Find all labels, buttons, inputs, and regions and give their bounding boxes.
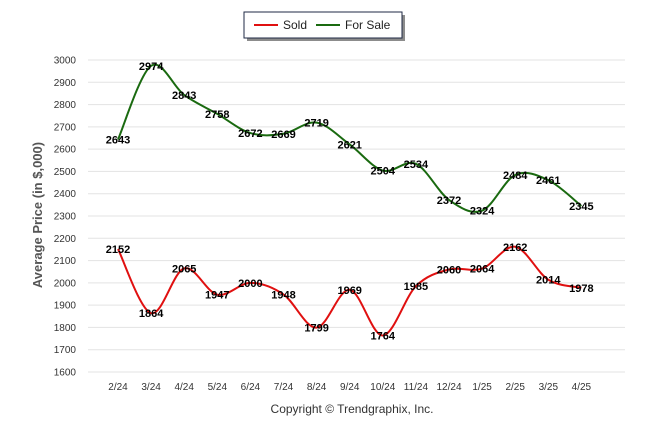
series-lines — [117, 63, 583, 337]
y-tick-label: 2000 — [54, 278, 77, 289]
data-label-for-sale: 2669 — [271, 129, 295, 141]
y-tick-label: 2800 — [54, 100, 77, 111]
data-label-sold: 1864 — [139, 308, 164, 320]
grid — [88, 59, 625, 373]
data-label-for-sale: 2758 — [205, 109, 229, 121]
data-label-for-sale: 2719 — [304, 118, 328, 130]
x-tick-label: 4/24 — [174, 382, 194, 393]
copyright-footer: Copyright © Trendgraphix, Inc. — [271, 402, 434, 416]
data-label-for-sale: 2672 — [238, 128, 262, 140]
x-tick-label: 2/24 — [108, 382, 128, 393]
data-label-sold: 1764 — [371, 330, 396, 342]
y-tick-label: 2500 — [54, 167, 77, 178]
x-tick-label: 4/25 — [572, 382, 592, 393]
data-label-for-sale: 2372 — [437, 195, 461, 207]
data-label-for-sale: 2974 — [139, 61, 164, 73]
data-label-sold: 1978 — [569, 283, 593, 295]
y-axis: 1600 1700 1800 1900 2000 2100 2200 2300 2400 2500… — [54, 56, 77, 379]
x-tick-label: 12/24 — [436, 382, 461, 393]
data-label-for-sale: 2324 — [470, 206, 495, 218]
data-label-sold: 2060 — [437, 264, 461, 276]
data-label-sold: 2000 — [238, 278, 262, 290]
x-tick-label: 2/25 — [505, 382, 525, 393]
legend-label-for-sale: For Sale — [345, 18, 391, 32]
data-label-for-sale: 2534 — [404, 159, 429, 171]
data-label-for-sale: 2643 — [106, 135, 130, 147]
x-tick-label: 10/24 — [370, 382, 395, 393]
data-labels: 2152 1864 2065 1947 2000 1948 1799 1969 1764 1985… — [106, 61, 594, 343]
data-label-for-sale: 2504 — [371, 166, 396, 178]
data-label-for-sale: 2484 — [503, 170, 528, 182]
y-tick-label: 2700 — [54, 122, 77, 133]
x-tick-label: 5/24 — [208, 382, 228, 393]
y-tick-label: 2400 — [54, 189, 77, 200]
series-line-sold — [117, 245, 582, 337]
data-label-sold: 1985 — [404, 281, 428, 293]
data-label-sold: 1947 — [205, 290, 229, 302]
x-tick-label: 6/24 — [241, 382, 261, 393]
data-label-sold: 1799 — [304, 323, 328, 335]
data-label-for-sale: 2621 — [337, 139, 361, 151]
x-tick-label: 1/25 — [472, 382, 492, 393]
y-tick-label: 2200 — [54, 234, 77, 245]
data-label-sold: 2064 — [470, 264, 495, 276]
data-label-sold: 2014 — [536, 275, 561, 287]
y-tick-label: 2900 — [54, 78, 77, 89]
x-tick-label: 11/24 — [404, 382, 429, 393]
x-tick-label: 3/24 — [141, 382, 161, 393]
y-tick-label: 2300 — [54, 212, 77, 223]
y-axis-title: Average Price (in $,000) — [30, 142, 45, 288]
y-tick-label: 1700 — [54, 345, 77, 356]
x-tick-label: 9/24 — [340, 382, 360, 393]
y-tick-label: 2600 — [54, 145, 77, 156]
x-axis: 2/24 3/24 4/24 5/24 6/24 7/24 8/24 9/24 10/24 11/… — [108, 382, 591, 393]
legend-label-sold: Sold — [283, 18, 307, 32]
data-label-for-sale: 2843 — [172, 90, 196, 102]
legend: Sold For Sale — [243, 11, 405, 41]
x-tick-label: 3/25 — [539, 382, 559, 393]
data-label-for-sale: 2461 — [536, 175, 560, 187]
data-label-sold: 2152 — [106, 244, 130, 256]
data-label-sold: 1969 — [337, 285, 361, 297]
data-label-for-sale: 2345 — [569, 201, 593, 213]
y-tick-label: 1900 — [54, 301, 77, 312]
x-tick-label: 8/24 — [307, 382, 327, 393]
data-label-sold: 2065 — [172, 263, 196, 275]
y-tick-label: 2100 — [54, 256, 77, 267]
data-label-sold: 1948 — [271, 289, 295, 301]
y-tick-label: 3000 — [54, 56, 77, 67]
data-label-sold: 2162 — [503, 242, 527, 254]
series-line-for-sale — [117, 63, 583, 213]
y-tick-label: 1800 — [54, 323, 77, 334]
x-tick-label: 7/24 — [274, 382, 294, 393]
y-tick-label: 1600 — [54, 368, 77, 379]
